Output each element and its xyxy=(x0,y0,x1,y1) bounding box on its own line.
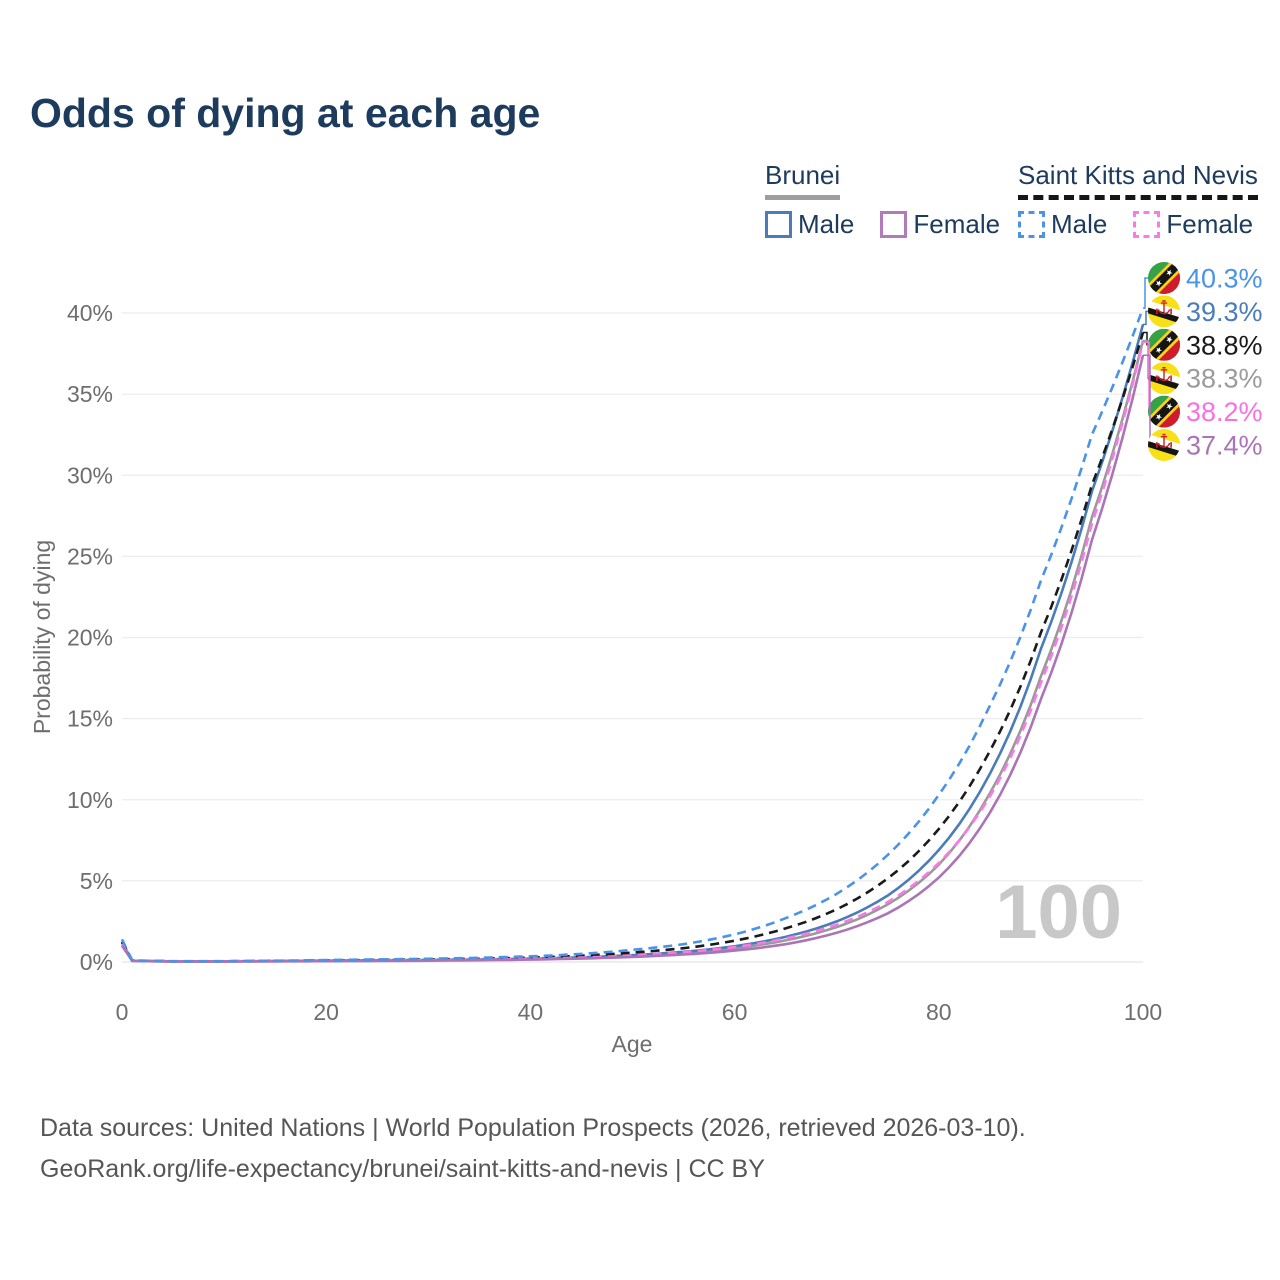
end-label-leader xyxy=(1143,277,1150,309)
y-tick: 30% xyxy=(67,462,113,488)
end-value-label: 38.8% xyxy=(1186,330,1263,360)
series-lines xyxy=(120,307,1145,963)
series-line-brunei-both[interactable] xyxy=(120,340,1145,963)
x-axis-tick-labels: 0 20 40 60 80 100 xyxy=(116,999,1163,1025)
series-line-brunei-female[interactable] xyxy=(120,354,1145,963)
skn-female-swatch-icon xyxy=(1133,211,1161,238)
flag-brunei-icon xyxy=(1148,362,1180,394)
series-line-saint-kitts-and-nevis-male[interactable] xyxy=(120,307,1145,963)
footer: Data sources: United Nations | World Pop… xyxy=(40,1108,1026,1189)
age-watermark: 100 xyxy=(995,870,1122,955)
flag-brunei-icon xyxy=(1148,295,1180,327)
chart-title: Odds of dying at each age xyxy=(30,90,541,136)
y-tick: 5% xyxy=(80,868,113,894)
skn-male-swatch-icon xyxy=(1018,211,1045,238)
series-line-saint-kitts-and-nevis-female[interactable] xyxy=(120,341,1145,963)
end-label-leader xyxy=(1143,341,1150,413)
legend-group-saint-kitts-and-nevis: Saint Kitts and Nevis Male Female xyxy=(1018,160,1258,240)
legend-item-label: Female xyxy=(913,209,1001,239)
end-label-leader xyxy=(1143,354,1151,445)
end-value-label: 37.4% xyxy=(1186,431,1263,461)
x-tick: 0 xyxy=(116,999,129,1025)
x-axis-title: Age xyxy=(612,1031,653,1057)
end-value-label: 39.3% xyxy=(1186,297,1263,327)
flag-brunei-icon xyxy=(1148,429,1180,461)
y-tick: 20% xyxy=(67,625,113,651)
end-value-label: 38.2% xyxy=(1186,397,1263,427)
y-axis-tick-labels: 0% 5% 10% 15% 20% 25% 30% 35% 40% xyxy=(67,300,113,975)
legend-heading-brunei[interactable]: Brunei xyxy=(765,160,841,200)
legend-item-label: Male xyxy=(798,209,855,239)
series-line-brunei-male[interactable] xyxy=(120,324,1145,963)
legend-item-brunei-female[interactable]: Female xyxy=(880,209,1000,240)
flag-saint-kitts-and-nevis-icon xyxy=(1145,259,1183,297)
x-tick: 20 xyxy=(313,999,339,1025)
footer-data-sources: Data sources: United Nations | World Pop… xyxy=(40,1114,1026,1142)
legend-item-skn-female[interactable]: Female xyxy=(1133,209,1253,240)
y-tick: 35% xyxy=(67,381,113,407)
legend-item-label: Female xyxy=(1166,209,1254,239)
y-axis-title: Probability of dying xyxy=(29,540,55,734)
end-value-label: 40.3% xyxy=(1186,264,1263,294)
gridlines xyxy=(122,312,1143,963)
x-tick: 40 xyxy=(518,999,544,1025)
brunei-male-swatch-icon xyxy=(765,211,792,238)
y-tick: 25% xyxy=(67,543,113,569)
end-value-label: 38.3% xyxy=(1186,364,1263,394)
y-tick: 15% xyxy=(67,706,113,732)
legend-item-skn-male[interactable]: Male xyxy=(1018,209,1107,240)
end-labels: 40.3%39.3%38.8% 38.3%38.2% 37.4% xyxy=(1143,259,1263,461)
y-tick: 10% xyxy=(67,787,113,813)
x-tick: 60 xyxy=(722,999,748,1025)
legend-heading-saint-kitts-and-nevis[interactable]: Saint Kitts and Nevis xyxy=(1018,160,1258,200)
legend-item-label: Male xyxy=(1051,209,1108,239)
legend-items-brunei: Male Female xyxy=(765,209,1000,240)
y-tick: 0% xyxy=(80,949,113,975)
brunei-female-swatch-icon xyxy=(880,211,908,238)
legend-items-saint-kitts-and-nevis: Male Female xyxy=(1018,209,1258,240)
x-tick: 80 xyxy=(926,999,952,1025)
legend-group-brunei: Brunei Male Female xyxy=(765,160,1000,240)
y-tick: 40% xyxy=(67,300,113,326)
x-tick: 100 xyxy=(1124,999,1162,1025)
footer-attribution: GeoRank.org/life-expectancy/brunei/saint… xyxy=(40,1154,765,1183)
series-line-saint-kitts-and-nevis-both[interactable] xyxy=(120,332,1145,963)
legend-item-brunei-male[interactable]: Male xyxy=(765,209,854,240)
